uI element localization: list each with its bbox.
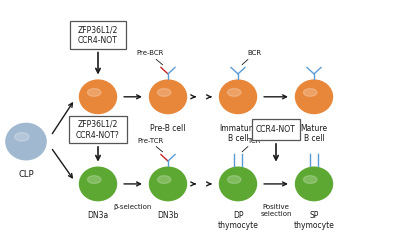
Text: Immature
B cell: Immature B cell: [219, 124, 257, 143]
Text: Pre-B cell: Pre-B cell: [150, 124, 186, 133]
Ellipse shape: [149, 79, 187, 114]
Ellipse shape: [149, 166, 187, 201]
Ellipse shape: [219, 166, 257, 201]
Text: DP
thymocyte: DP thymocyte: [218, 211, 258, 230]
Text: Pro-B cell: Pro-B cell: [80, 124, 116, 133]
Text: CLP: CLP: [18, 170, 34, 179]
Ellipse shape: [14, 133, 29, 141]
FancyBboxPatch shape: [252, 119, 300, 140]
Text: Positive
selection: Positive selection: [260, 204, 292, 217]
Text: β-selection: β-selection: [114, 204, 152, 210]
Ellipse shape: [304, 89, 317, 96]
Text: BCR: BCR: [247, 50, 261, 56]
Ellipse shape: [304, 176, 317, 183]
Text: SP
thymocyte: SP thymocyte: [294, 211, 334, 230]
Text: DN3a: DN3a: [87, 211, 109, 220]
Ellipse shape: [158, 176, 171, 183]
Text: DN3b: DN3b: [157, 211, 179, 220]
Text: ZFP36L1/2
CCR4-NOT?: ZFP36L1/2 CCR4-NOT?: [76, 119, 120, 140]
Ellipse shape: [228, 176, 241, 183]
Ellipse shape: [158, 89, 171, 96]
Ellipse shape: [228, 89, 241, 96]
Ellipse shape: [295, 79, 333, 114]
Ellipse shape: [79, 166, 117, 201]
Text: Mature
B cell: Mature B cell: [300, 124, 328, 143]
Text: TCR: TCR: [247, 137, 261, 144]
Ellipse shape: [295, 166, 333, 201]
Ellipse shape: [5, 123, 47, 160]
Ellipse shape: [219, 79, 257, 114]
Text: Pre-BCR: Pre-BCR: [136, 50, 164, 56]
Text: Pre-TCR: Pre-TCR: [137, 137, 163, 144]
FancyBboxPatch shape: [70, 21, 126, 49]
FancyBboxPatch shape: [69, 116, 127, 143]
Text: CCR4-NOT: CCR4-NOT: [256, 125, 296, 134]
Ellipse shape: [88, 176, 101, 183]
Ellipse shape: [79, 79, 117, 114]
Text: ZFP36L1/2
CCR4-NOT: ZFP36L1/2 CCR4-NOT: [78, 25, 118, 45]
Ellipse shape: [88, 89, 101, 96]
